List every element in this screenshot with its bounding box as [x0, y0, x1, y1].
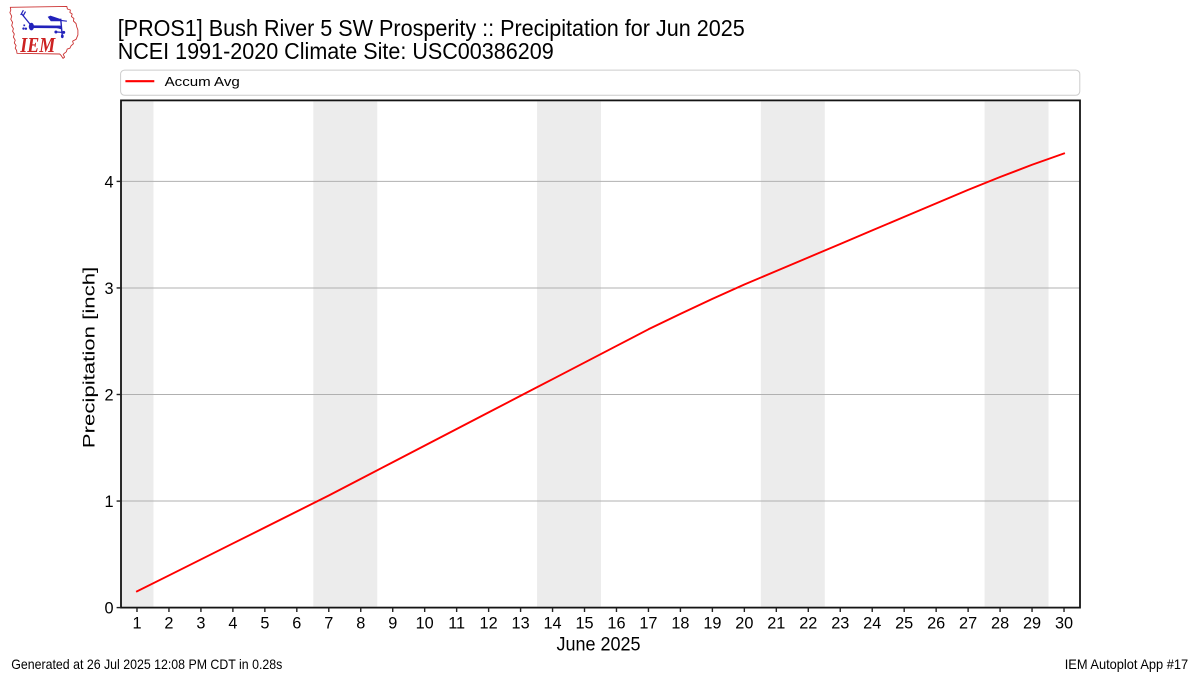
svg-text:23: 23: [831, 614, 849, 632]
svg-text:1: 1: [132, 614, 141, 632]
svg-text:2: 2: [104, 386, 113, 404]
svg-text:5: 5: [260, 614, 269, 632]
svg-text:18: 18: [671, 614, 689, 632]
svg-text:Precipitation [inch]: Precipitation [inch]: [81, 267, 99, 449]
svg-text:4: 4: [104, 173, 113, 191]
svg-text:IEM Autoplot App #17: IEM Autoplot App #17: [1065, 657, 1189, 672]
svg-text:0: 0: [104, 600, 113, 618]
svg-text:9: 9: [388, 614, 397, 632]
svg-text:17: 17: [639, 614, 657, 632]
svg-text:4: 4: [228, 614, 237, 632]
svg-text:29: 29: [1023, 614, 1041, 632]
svg-text:3: 3: [196, 614, 205, 632]
svg-text:26: 26: [927, 614, 945, 632]
svg-text:22: 22: [799, 614, 817, 632]
svg-text:Accum Avg: Accum Avg: [165, 74, 240, 89]
svg-text:20: 20: [735, 614, 753, 632]
svg-text:IEM: IEM: [19, 33, 56, 57]
svg-text:6: 6: [292, 614, 301, 632]
svg-text:[PROS1] Bush River 5 SW Prospe: [PROS1] Bush River 5 SW Prosperity :: Pr…: [118, 15, 745, 41]
svg-text:10: 10: [416, 614, 434, 632]
svg-text:30: 30: [1055, 614, 1073, 632]
svg-text:25: 25: [895, 614, 913, 632]
svg-text:7: 7: [324, 614, 333, 632]
svg-text:15: 15: [575, 614, 593, 632]
svg-text:13: 13: [512, 614, 530, 632]
svg-text:27: 27: [959, 614, 977, 632]
svg-text:Generated at 26 Jul 2025 12:08: Generated at 26 Jul 2025 12:08 PM CDT in…: [11, 657, 282, 672]
svg-text:NCEI 1991-2020 Climate Site: U: NCEI 1991-2020 Climate Site: USC00386209: [118, 38, 554, 64]
svg-text:28: 28: [991, 614, 1009, 632]
svg-text:11: 11: [448, 614, 465, 632]
svg-text:2: 2: [164, 614, 173, 632]
svg-text:24: 24: [863, 614, 881, 632]
svg-text:1: 1: [104, 493, 113, 511]
svg-text:16: 16: [607, 614, 625, 632]
svg-text:3: 3: [104, 280, 113, 298]
svg-text:19: 19: [703, 614, 721, 632]
svg-text:21: 21: [767, 614, 785, 632]
svg-text:12: 12: [480, 614, 498, 632]
svg-text:14: 14: [543, 614, 561, 632]
svg-text:8: 8: [356, 614, 365, 632]
svg-text:June 2025: June 2025: [557, 634, 641, 656]
